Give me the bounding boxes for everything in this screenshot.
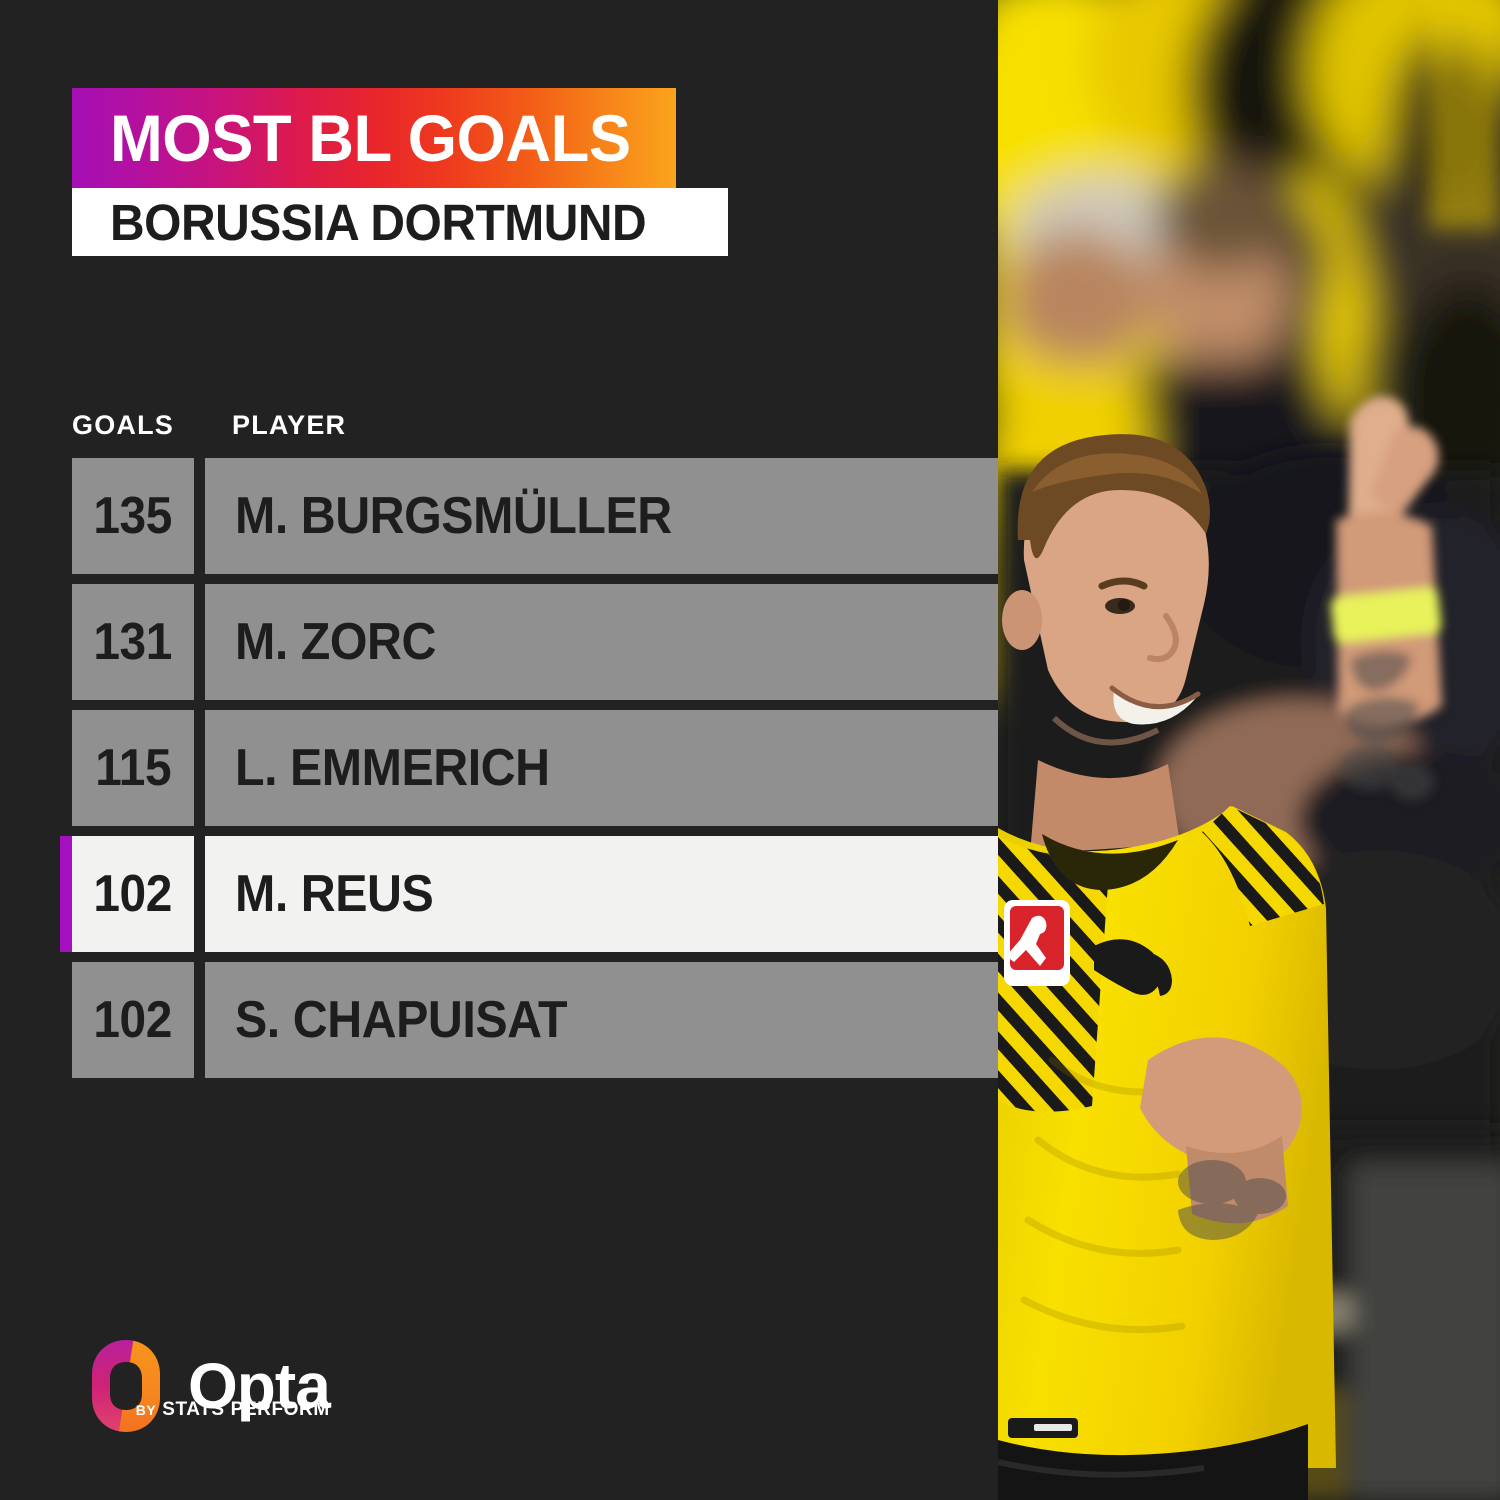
table-row[interactable]: 102 S. CHAPUISAT [60, 962, 998, 1078]
player-name: S. CHAPUISAT [235, 991, 568, 1049]
row-highlight-accent [60, 584, 72, 700]
subtitle-box: BORUSSIA DORTMUND [72, 188, 728, 256]
player-cell: L. EMMERICH [205, 710, 998, 826]
opta-wordmark: Opta BY STATS PERFORM [136, 1350, 331, 1422]
goals-cell: 102 [72, 962, 194, 1078]
goals-value: 115 [95, 739, 171, 797]
goals-cell: 135 [72, 458, 194, 574]
opta-byline-text: STATS PERFORM [162, 1399, 330, 1420]
leaderboard-table: 135 M. BURGSMÜLLER 131 M. ZORC 115 L. EMMERIC… [60, 458, 998, 1088]
table-row[interactable]: 102 M. REUS [60, 836, 998, 952]
stats-panel: MOST BL GOALS BORUSSIA DORTMUND GOALS PL… [60, 88, 998, 1436]
page-title: MOST BL GOALS [110, 101, 631, 175]
opta-byline-prefix: BY [135, 1402, 157, 1418]
cell-divider [194, 710, 205, 826]
cell-divider [194, 836, 205, 952]
table-row[interactable]: 135 M. BURGSMÜLLER [60, 458, 998, 574]
player-photo [998, 0, 1500, 1500]
goals-cell: 131 [72, 584, 194, 700]
column-header-goals: GOALS [72, 410, 175, 440]
opta-logo: Opta BY STATS PERFORM [88, 1336, 331, 1436]
page-subtitle: BORUSSIA DORTMUND [110, 193, 647, 251]
row-highlight-accent [60, 836, 72, 952]
goals-value: 131 [93, 613, 173, 671]
goals-value: 102 [93, 865, 173, 923]
player-name: L. EMMERICH [235, 739, 550, 797]
cell-divider [194, 584, 205, 700]
opta-ring-icon [88, 1336, 164, 1436]
opta-byline: BY STATS PERFORM [136, 1399, 330, 1421]
player-name: M. ZORC [235, 613, 436, 671]
cell-divider [194, 458, 205, 574]
goals-cell: 102 [72, 836, 194, 952]
player-cell: M. BURGSMÜLLER [205, 458, 998, 574]
goals-value: 102 [93, 991, 173, 1049]
row-highlight-accent [60, 962, 72, 1078]
player-cell: M. REUS [205, 836, 998, 952]
row-highlight-accent [60, 710, 72, 826]
player-cell: S. CHAPUISAT [205, 962, 998, 1078]
table-row[interactable]: 131 M. ZORC [60, 584, 998, 700]
column-header-player: PLAYER [232, 410, 347, 440]
player-name: M. REUS [235, 865, 434, 923]
goals-cell: 115 [72, 710, 194, 826]
cell-divider [194, 962, 205, 1078]
title-gradient-bar: MOST BL GOALS [72, 88, 676, 188]
table-row[interactable]: 115 L. EMMERICH [60, 710, 998, 826]
player-cell: M. ZORC [205, 584, 998, 700]
opta-name-text: Opta [188, 1350, 331, 1422]
title-block: MOST BL GOALS BORUSSIA DORTMUND [72, 88, 728, 256]
player-name: M. BURGSMÜLLER [235, 487, 672, 545]
goals-value: 135 [93, 487, 173, 545]
row-highlight-accent [60, 458, 72, 574]
